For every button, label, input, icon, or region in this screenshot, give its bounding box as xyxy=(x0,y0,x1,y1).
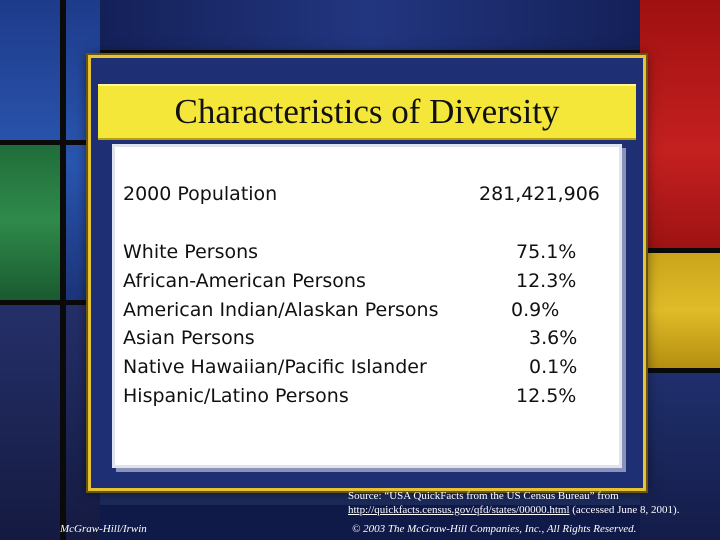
divider-line xyxy=(640,368,720,373)
divider-line xyxy=(60,0,66,540)
divider-line xyxy=(0,140,100,145)
group-value: 0.9% xyxy=(511,299,560,321)
group-value: 3.6% xyxy=(529,327,578,349)
group-label: White Persons xyxy=(123,241,259,263)
source-citation: Source: “USA QuickFacts from the US Cens… xyxy=(348,489,718,517)
source-line-2: http://quickfacts.census.gov/qfd/states/… xyxy=(348,503,718,517)
background-block-top xyxy=(100,0,640,55)
group-label: Native Hawaiian/Pacific Islander xyxy=(123,356,427,378)
group-label: American Indian/Alaskan Persons xyxy=(123,299,439,321)
group-label: Asian Persons xyxy=(123,327,255,349)
group-label: African-American Persons xyxy=(123,270,366,292)
background-block-navy xyxy=(0,300,100,540)
background-block-green xyxy=(0,140,60,300)
group-value: 75.1% xyxy=(516,241,577,263)
background-block-bottom xyxy=(100,505,640,540)
source-accessed: (accessed June 8, 2001). xyxy=(569,504,680,516)
background-block-blue xyxy=(640,370,720,540)
content-panel: 2000 Population 281,421,906 White Person… xyxy=(112,144,622,468)
group-value: 12.5% xyxy=(516,385,577,407)
title-band: Characteristics of Diversity xyxy=(98,84,636,140)
group-value: 12.3% xyxy=(516,270,577,292)
group-label: Hispanic/Latino Persons xyxy=(123,385,349,407)
background-block-yellow xyxy=(640,250,720,370)
population-label: 2000 Population xyxy=(123,183,278,205)
divider-line xyxy=(640,248,720,253)
divider-line xyxy=(100,50,640,55)
source-link[interactable]: http://quickfacts.census.gov/qfd/states/… xyxy=(348,504,570,516)
group-value: 0.1% xyxy=(529,356,578,378)
divider-line xyxy=(0,300,100,305)
copyright-footer: © 2003 The McGraw-Hill Companies, Inc., … xyxy=(352,523,637,535)
population-value: 281,421,906 xyxy=(479,183,600,205)
publisher-footer: McGraw-Hill/Irwin xyxy=(60,523,147,535)
source-line: Source: “USA QuickFacts from the US Cens… xyxy=(348,490,619,502)
slide-title: Characteristics of Diversity xyxy=(174,92,560,131)
